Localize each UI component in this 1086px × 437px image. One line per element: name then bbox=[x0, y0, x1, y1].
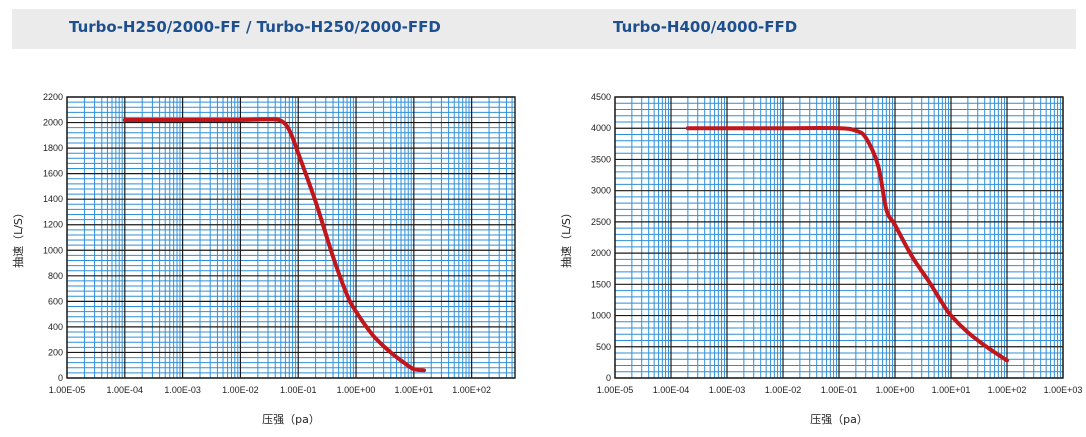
y-tick-label: 1000 bbox=[591, 311, 611, 321]
x-tick-label: 1.00E-04 bbox=[653, 385, 690, 395]
y-tick-label: 0 bbox=[606, 373, 611, 383]
x-tick-label: 1.00E-03 bbox=[164, 385, 201, 395]
y-tick-label: 1200 bbox=[43, 220, 63, 230]
y-tick-label: 600 bbox=[48, 296, 63, 306]
y-axis-label: 抽速（L/S） bbox=[11, 207, 25, 268]
x-tick-label: 1.00E-04 bbox=[107, 385, 144, 395]
y-tick-label: 3000 bbox=[591, 186, 611, 196]
x-tick-label: 1.00E-03 bbox=[709, 385, 746, 395]
plot-frame bbox=[66, 96, 516, 379]
x-tick-label: 1.00E+02 bbox=[452, 385, 491, 395]
x-tick-label: 1.00E+01 bbox=[932, 385, 971, 395]
chart-1: 0 200 400 600 800 1000 1200 1400 1600 1800 2000 220… bbox=[11, 92, 516, 426]
y-tick-label: 4000 bbox=[591, 123, 611, 133]
x-axis-label: 压强（pa） bbox=[810, 413, 868, 426]
x-tick-label: 1.00E+01 bbox=[394, 385, 433, 395]
chart-title-right: Turbo-H400/4000-FFD bbox=[613, 18, 798, 36]
chart-title-left: Turbo-H250/2000-FF / Turbo-H250/2000-FFD bbox=[69, 18, 441, 36]
x-tick-label: 1.00E+02 bbox=[988, 385, 1027, 395]
x-tick-label: 1.00E-05 bbox=[597, 385, 634, 395]
y-tick-label: 500 bbox=[596, 342, 611, 352]
x-axis-label: 压强（pa） bbox=[262, 413, 320, 426]
y-tick-label: 1500 bbox=[591, 279, 611, 289]
plot-frame bbox=[614, 96, 1064, 379]
y-tick-label: 3500 bbox=[591, 154, 611, 164]
y-tick-label: 2200 bbox=[43, 92, 63, 102]
chart-2: 0 500 1000 1500 2000 2500 3000 3500 4000 4500 1.00… bbox=[559, 92, 1082, 426]
x-tick-label: 1.00E+03 bbox=[1044, 385, 1083, 395]
y-tick-label: 2500 bbox=[591, 217, 611, 227]
x-tick-label: 1.00E-01 bbox=[280, 385, 317, 395]
x-tick-label: 1.00E-05 bbox=[49, 385, 86, 395]
y-axis-label: 抽速（L/S） bbox=[559, 207, 573, 268]
x-tick-label: 1.00E+00 bbox=[876, 385, 915, 395]
x-tick-label: 1.00E-02 bbox=[765, 385, 802, 395]
y-tick-label: 800 bbox=[48, 271, 63, 281]
y-tick-label: 1600 bbox=[43, 169, 63, 179]
header-bar bbox=[12, 9, 1076, 49]
y-tick-label: 1800 bbox=[43, 143, 63, 153]
y-tick-label: 200 bbox=[48, 347, 63, 357]
pumping-speed-curve bbox=[685, 126, 1009, 363]
pumping-speed-curve bbox=[122, 117, 426, 373]
y-tick-label: 1400 bbox=[43, 194, 63, 204]
y-tick-label: 0 bbox=[58, 373, 63, 383]
y-tick-label: 1000 bbox=[43, 245, 63, 255]
x-tick-label: 1.00E+00 bbox=[337, 385, 376, 395]
y-tick-label: 4500 bbox=[591, 92, 611, 102]
y-tick-label: 2000 bbox=[591, 248, 611, 258]
y-tick-label: 2000 bbox=[43, 118, 63, 128]
plot-area bbox=[67, 97, 515, 378]
x-tick-label: 1.00E-02 bbox=[222, 385, 259, 395]
y-tick-label: 400 bbox=[48, 322, 63, 332]
x-tick-label: 1.00E-01 bbox=[821, 385, 858, 395]
